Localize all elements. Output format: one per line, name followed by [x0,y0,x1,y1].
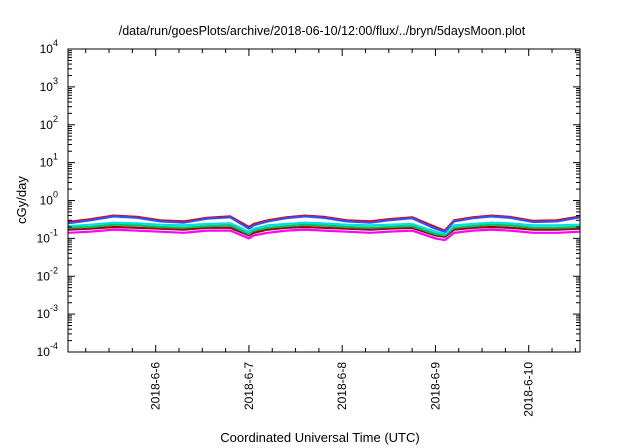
series-line-1 [67,225,581,238]
y-axis: 10-4 10-3 10-2 10-1 100 101 102 103 104 [37,38,580,359]
series-line-2 [67,223,581,237]
y-tick-label-5: 101 [40,152,58,170]
y-axis-label: cGy/day [14,176,29,224]
chart-title: /data/run/goesPlots/archive/2018-06-10/1… [119,24,526,38]
series-line-0 [67,228,581,242]
y-tick-label-3: 10-1 [37,227,58,245]
y-tick-label-8: 104 [40,38,58,56]
y-tick-label-6: 102 [40,114,58,132]
x-tick-label-0: 2018-6-6 [149,362,163,410]
x-axis: 2018-6-6 2018-6-7 2018-6-8 2018-6-9 2018-6-1… [85,49,576,417]
x-tick-label-2: 2018-6-8 [335,362,349,410]
series-layer [67,214,581,242]
y-tick-label-0: 10-4 [37,341,58,359]
plot-area [67,214,581,242]
x-axis-label: Coordinated Universal Time (UTC) [220,430,419,445]
series-line-5 [67,215,581,233]
series-line-3 [67,221,581,236]
y-tick-label-4: 100 [40,190,58,208]
y-tick-label-7: 103 [40,76,58,94]
y-tick-label-2: 10-2 [37,265,58,283]
x-tick-label-1: 2018-6-7 [242,362,256,410]
plot-frame [67,48,581,353]
x-tick-label-3: 2018-6-9 [428,362,442,410]
y-tick-label-1: 10-3 [37,303,58,321]
x-tick-label-4: 2018-6-10 [522,362,536,417]
